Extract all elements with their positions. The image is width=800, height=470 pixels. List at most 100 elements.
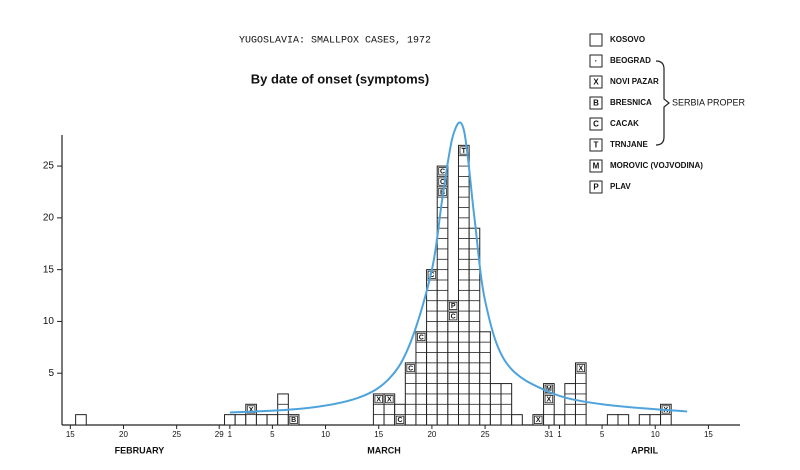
case-symbol: C [419,334,424,341]
day-column [266,414,279,426]
day-column [479,331,491,426]
day-column [649,414,662,426]
x-tick-label: 5 [600,430,605,439]
month-label: MARCH [367,445,401,455]
y-tick-label: 25 [43,161,55,172]
x-tick-label: 15 [374,430,383,439]
case-symbol: C [440,179,445,186]
fitted-curve [229,121,688,414]
case-symbol: T [462,148,467,155]
x-tick-label: 10 [321,430,330,439]
x-tick-label: 25 [172,430,181,439]
y-tick-label: 10 [43,316,55,327]
marked-case [406,363,415,373]
case-symbol: C [451,314,456,321]
day-column [426,269,438,426]
legend-box [589,54,603,68]
legend-label: KOSOVO [610,35,645,44]
legend-symbol: C [593,120,599,129]
legend-box [589,75,603,89]
legend-box [589,96,603,110]
marked-case [374,395,383,404]
x-tick-label: 20 [119,430,128,439]
case-symbol: M [546,386,552,393]
marked-case [448,312,458,321]
marked-case [448,301,458,310]
case-symbol: X [536,417,541,424]
legend-label: PLAV [610,182,631,191]
legend-label: NOVI PAZAR [610,77,659,86]
marked-case [576,363,586,373]
chart-title: YUGOSLAVIA: SMALLPOX CASES, 1972 [239,36,431,47]
legend-label: BEOGRAD [610,56,651,65]
case-symbol: B [291,417,296,424]
legend-box [589,117,603,131]
marked-case [289,415,298,424]
case-symbol: C [440,169,445,176]
x-tick-label: 15 [704,430,713,439]
legend-symbol: X [593,78,599,87]
day-column [511,414,523,426]
y-tick-label: 20 [43,212,55,223]
x-tick-label: 1 [228,430,233,439]
day-column [224,414,236,426]
legend-box [589,138,603,152]
case-symbol: P [451,303,456,310]
day-column [468,227,481,426]
month-label: APRIL [631,445,659,455]
day-column [415,331,428,426]
x-tick-label: 15 [66,430,75,439]
month-label: FEBRUARY [115,445,165,455]
day-column [606,414,619,426]
legend-label: CACAK [610,119,639,128]
marked-case [417,332,426,342]
day-column [75,414,87,426]
chart-subtitle: By date of onset (symptoms) [251,71,429,86]
case-symbol: C [429,272,434,279]
group-label: SERBIA PROPER [672,97,746,107]
day-column [234,414,247,426]
marked-case [395,415,405,424]
y-tick-label: 15 [43,264,55,275]
x-tick-label: 25 [481,430,490,439]
day-column [553,414,566,426]
legend-symbol: · [595,57,598,66]
day-column [617,414,630,426]
day-column [436,165,449,426]
case-symbol: X [376,396,381,403]
legend-label: TRNJANE [610,140,648,149]
legend-box [589,33,603,47]
x-tick-label: 10 [651,430,660,439]
marked-case [385,395,394,404]
legend-symbol: B [593,99,599,108]
legend-box [589,159,603,173]
marked-case [246,405,256,414]
marked-case [544,395,554,404]
case-symbol: X [249,407,254,414]
marked-case [438,177,447,186]
case-symbol: C [408,365,413,372]
case-symbol: X [387,396,392,403]
legend-symbol: T [594,141,599,150]
day-column [255,414,268,426]
case-symbol: X [578,365,583,372]
group-brace [655,60,670,146]
y-tick-label: 5 [48,368,54,379]
legend-label: MOROVIC (VOJVODINA) [610,161,703,170]
case-symbol: X [547,396,552,403]
legend-symbol: M [593,162,600,171]
case-symbol: C [397,417,402,424]
x-tick-label: 1 [557,430,562,439]
legend-box [589,180,603,194]
legend-label: BRESNICA [610,98,652,107]
x-tick-label: 20 [427,430,436,439]
marked-case [534,415,543,424]
x-tick-label: 5 [270,430,275,439]
day-column [638,414,651,426]
x-tick-label: 31 [544,430,553,439]
legend-symbol: P [593,183,599,192]
x-tick-label: 29 [215,430,224,439]
day-column [457,144,470,426]
